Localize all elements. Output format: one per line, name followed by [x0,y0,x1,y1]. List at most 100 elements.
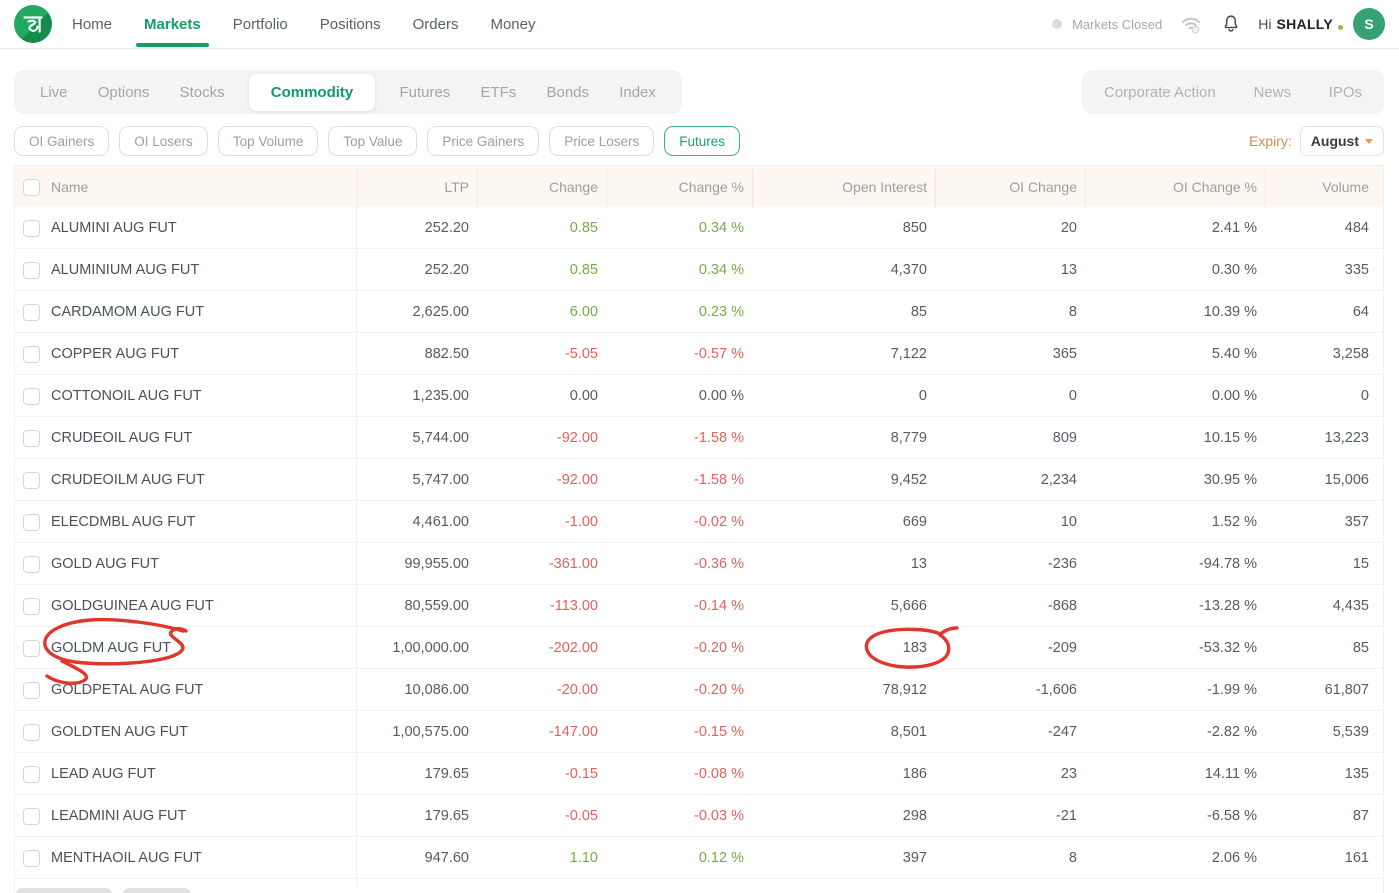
greeting-prefix: Hi [1258,16,1271,32]
table-row-cottonoil-aug-fut: COTTONOIL AUG FUT1,235.000.000.00 %000.0… [15,375,1383,417]
volume-value: 87 [1265,795,1385,837]
column-header-change[interactable]: Change [477,166,606,208]
ltp-value: 1,00,575.00 [357,711,477,753]
change-value: -202.00 [477,627,606,669]
filter-button-oi-losers[interactable]: OI Losers [119,126,208,156]
table-row-alumini-aug-fut: ALUMINI AUG FUT252.200.850.34 %850202.41… [15,207,1383,249]
nav-item-markets[interactable]: Markets [142,0,203,48]
change-pct-value: -0.15 % [606,711,752,753]
row-checkbox[interactable] [23,808,40,825]
tab-options[interactable]: Options [92,76,156,109]
ltp-value: 5,744.00 [357,417,477,459]
row-checkbox[interactable] [23,850,40,867]
volume-value: 15 [1265,543,1385,585]
row-checkbox-cell [15,766,45,783]
wifi-icon[interactable] [1176,9,1206,39]
change-value: 6.00 [477,291,606,333]
instrument-name[interactable]: GOLD AUG FUT [45,543,357,585]
tab-commodity[interactable]: Commodity [249,74,376,111]
instrument-name[interactable]: COPPER AUG FUT [45,333,357,375]
row-checkbox-cell [15,850,45,867]
change-value: -92.00 [477,459,606,501]
select-all-checkbox[interactable] [23,179,40,196]
row-checkbox[interactable] [23,556,40,573]
instrument-name[interactable]: ALUMINIUM AUG FUT [45,249,357,291]
oi-change-value: -236 [935,543,1085,585]
nav-item-portfolio[interactable]: Portfolio [231,0,290,48]
instrument-name[interactable]: CARDAMOM AUG FUT [45,291,357,333]
tab-etfs[interactable]: ETFs [474,76,522,109]
oi-change-pct-value: 0.30 % [1085,249,1265,291]
filter-button-top-value[interactable]: Top Value [328,126,417,156]
filter-button-price-losers[interactable]: Price Losers [549,126,654,156]
tab-bonds[interactable]: Bonds [540,76,595,109]
row-checkbox[interactable] [23,388,40,405]
instrument-name[interactable]: GOLDGUINEA AUG FUT [45,585,357,627]
instrument-name[interactable]: GOLDTEN AUG FUT [45,711,357,753]
bell-icon[interactable] [1216,9,1246,39]
nav-item-positions[interactable]: Positions [318,0,383,48]
instrument-name[interactable]: COTTONOIL AUG FUT [45,375,357,417]
column-header-ltp[interactable]: LTP [357,166,477,208]
column-header-volume[interactable]: Volume [1265,166,1385,208]
change-value: -113.00 [477,585,606,627]
instrument-name[interactable]: LEADMINI AUG FUT [45,795,357,837]
instrument-name[interactable]: ELECDMBL AUG FUT [45,501,357,543]
nav-item-money[interactable]: Money [488,0,537,48]
row-checkbox[interactable] [23,472,40,489]
row-checkbox[interactable] [23,766,40,783]
column-header-oi-change[interactable]: OI Change % [1085,166,1265,208]
instrument-name[interactable]: ALUMINI AUG FUT [45,207,357,249]
instrument-name[interactable]: LEAD AUG FUT [45,753,357,795]
tab-futures[interactable]: Futures [393,76,456,109]
tab-index[interactable]: Index [613,76,662,109]
tab-stocks[interactable]: Stocks [174,76,231,109]
filter-button-top-volume[interactable]: Top Volume [218,126,319,156]
table-row-aluminium-aug-fut: ALUMINIUM AUG FUT252.200.850.34 %4,37013… [15,249,1383,291]
nav-item-home[interactable]: Home [70,0,114,48]
row-checkbox[interactable] [23,430,40,447]
column-header-open-interest[interactable]: Open Interest [752,166,935,208]
row-checkbox[interactable] [23,682,40,699]
link-news[interactable]: News [1253,84,1291,101]
instrument-name[interactable]: GOLDM AUG FUT [45,627,357,669]
row-checkbox-cell [15,430,45,447]
user-avatar[interactable]: S [1353,8,1385,40]
expiry-control: Expiry: August [1249,126,1384,156]
row-checkbox[interactable] [23,304,40,321]
row-checkbox[interactable] [23,346,40,363]
change-pct-value: -0.14 % [606,585,752,627]
instrument-name[interactable]: MENTHAOIL AUG FUT [45,837,357,879]
link-ipos[interactable]: IPOs [1329,84,1362,101]
instrument-name[interactable]: CRUDEOIL AUG FUT [45,417,357,459]
row-checkbox[interactable] [23,262,40,279]
row-checkbox[interactable] [23,220,40,237]
instrument-name[interactable]: GOLDPETAL AUG FUT [45,669,357,711]
tab-live[interactable]: Live [34,76,74,109]
instrument-name[interactable]: CRUDEOILM AUG FUT [45,459,357,501]
row-checkbox[interactable] [23,514,40,531]
ltp-value: 1,00,000.00 [357,627,477,669]
table-row-lead-aug-fut: LEAD AUG FUT179.65-0.15-0.08 %1862314.11… [15,753,1383,795]
secondary-links-bar: Corporate Action News IPOs [1082,70,1384,114]
oi-change-value: -247 [935,711,1085,753]
volume-value: 64 [1265,291,1385,333]
column-header-oi-change[interactable]: OI Change [935,166,1085,208]
open-interest-value: 4,370 [752,249,935,291]
expiry-dropdown[interactable]: August [1300,126,1384,156]
row-checkbox[interactable] [23,640,40,657]
column-header-name[interactable]: Name [45,166,357,208]
filter-button-oi-gainers[interactable]: OI Gainers [14,126,109,156]
filter-button-price-gainers[interactable]: Price Gainers [427,126,539,156]
header-checkbox-cell [15,179,45,196]
row-checkbox[interactable] [23,598,40,615]
filter-button-futures[interactable]: Futures [664,126,740,156]
ltp-value: 80,559.00 [357,585,477,627]
column-header-change[interactable]: Change % [606,166,752,208]
link-corporate-action[interactable]: Corporate Action [1104,84,1216,101]
nav-item-orders[interactable]: Orders [411,0,461,48]
open-interest-value: 7,122 [752,333,935,375]
row-checkbox-cell [15,598,45,615]
dhan-logo-icon[interactable] [14,5,52,43]
row-checkbox[interactable] [23,724,40,741]
